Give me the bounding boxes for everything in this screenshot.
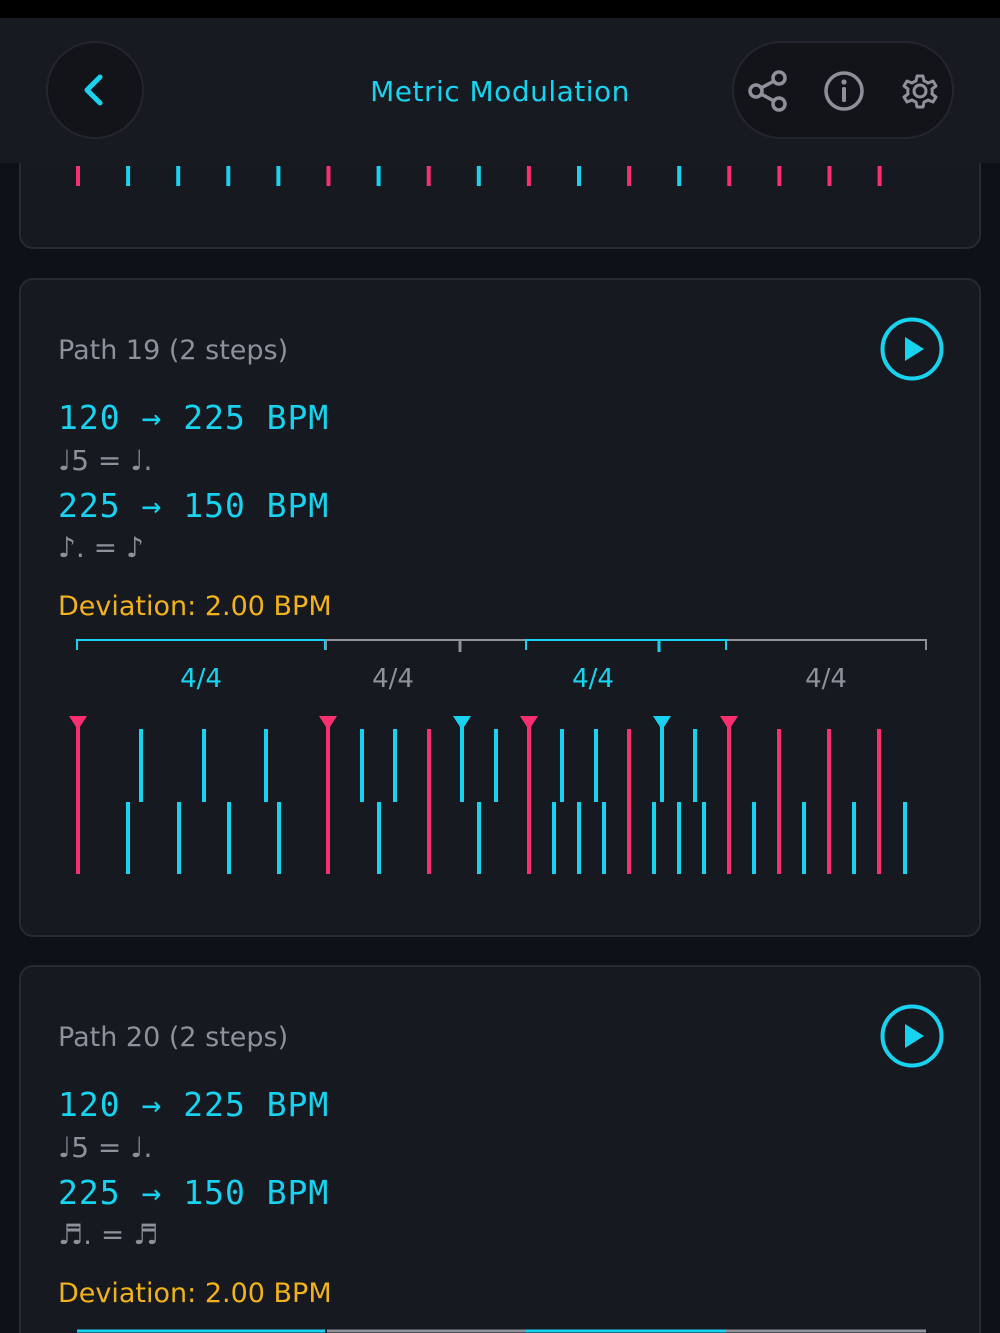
accent-marker (319, 716, 337, 730)
measure-bracket (325, 639, 927, 650)
accent-marker (720, 716, 738, 730)
deviation-label: Deviation: 2.00 BPM (58, 1278, 332, 1309)
page-title: Metric Modulation (370, 75, 630, 108)
path-card: Path 19 (2 steps) 120 → 225 BPM ♩5 = ♩. … (19, 278, 981, 937)
app-bar: Metric Modulation (0, 18, 1000, 163)
rhythm-diagram: 4/4 4/4 4/4 4/4 (69, 639, 927, 874)
info-icon[interactable] (822, 69, 866, 113)
back-button[interactable] (46, 41, 144, 139)
accent-marker (520, 716, 538, 730)
path-card: Path 20 (2 steps) 120 → 225 BPM ♩5 = ♩. … (19, 965, 981, 1333)
beat-grid-partial (76, 166, 882, 186)
step-notes: ♩5 = ♩. (58, 1131, 153, 1164)
path-title: Path 19 (2 steps) (58, 335, 289, 366)
measure-brackets-partial (77, 1329, 926, 1333)
measure-bracket (76, 639, 326, 650)
deviation-label: Deviation: 2.00 BPM (58, 591, 332, 622)
step-notes: ♩5 = ♩. (58, 444, 153, 477)
measure-label: 4/4 (805, 664, 847, 694)
step-bpm: 120 → 225 BPM (58, 398, 330, 437)
step-notes: ♬. = ♬ (58, 1218, 159, 1251)
status-bar (0, 0, 1000, 18)
accent-marker (653, 716, 671, 730)
path-title: Path 20 (2 steps) (58, 1022, 289, 1053)
accent-marker (453, 716, 471, 730)
measure-bracket (525, 639, 727, 650)
gear-icon[interactable] (898, 69, 942, 113)
action-group (732, 41, 954, 139)
play-icon (905, 337, 924, 361)
accent-marker (69, 716, 87, 730)
measure-label: 4/4 (180, 664, 222, 694)
step-bpm: 225 → 150 BPM (58, 486, 330, 525)
step-bpm: 120 → 225 BPM (58, 1085, 330, 1124)
play-icon (905, 1024, 924, 1048)
share-icon[interactable] (746, 69, 790, 113)
step-bpm: 225 → 150 BPM (58, 1173, 330, 1212)
measure-brackets (76, 639, 927, 652)
play-button[interactable] (880, 1004, 944, 1068)
chevron-left-icon (84, 74, 103, 106)
step-notes: ♪. = ♪ (58, 531, 144, 564)
measure-label: 4/4 (372, 664, 414, 694)
play-button[interactable] (880, 317, 944, 381)
measure-label: 4/4 (572, 664, 614, 694)
